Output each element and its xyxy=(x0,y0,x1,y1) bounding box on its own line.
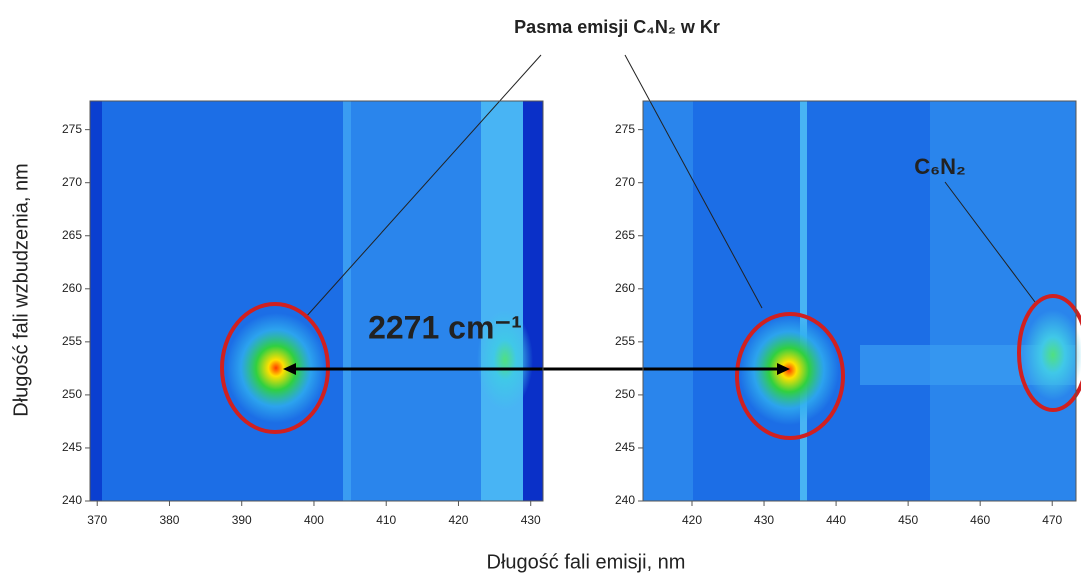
heatmap-left xyxy=(90,101,543,501)
x-tick-label: 450 xyxy=(898,513,918,527)
y-tick-label: 245 xyxy=(62,440,82,454)
x-tick-label: 430 xyxy=(754,513,774,527)
annotation-shapes xyxy=(220,54,1081,440)
x-tick-label: 460 xyxy=(970,513,990,527)
figure-title: Pasma emisji C₄N₂ w Kr xyxy=(514,17,720,37)
y-axis-label: Długość fali wzbudzenia, nm xyxy=(10,163,32,416)
y-tick-label: 250 xyxy=(615,387,635,401)
y-tick-label: 260 xyxy=(62,281,82,295)
x-tick-label: 370 xyxy=(87,513,107,527)
y-tick-label: 255 xyxy=(615,334,635,348)
plot-frame xyxy=(642,100,1077,502)
annotation-c6n2: C₆N₂ xyxy=(914,154,966,179)
x-tick-label: 420 xyxy=(682,513,702,527)
y-tick-label: 240 xyxy=(615,493,635,507)
y-tick-label: 265 xyxy=(62,228,82,242)
x-tick-label: 390 xyxy=(232,513,252,527)
x-tick-label: 380 xyxy=(159,513,179,527)
y-tick-label: 250 xyxy=(62,387,82,401)
annotation-wavenumber: 2271 cm⁻¹ xyxy=(368,309,522,345)
x-tick-label: 430 xyxy=(521,513,541,527)
x-tick-label: 420 xyxy=(448,513,468,527)
plot-frame xyxy=(89,100,544,502)
y-tick-label: 260 xyxy=(615,281,635,295)
y-tick-label: 245 xyxy=(615,440,635,454)
x-tick-label: 470 xyxy=(1042,513,1062,527)
y-tick-label: 265 xyxy=(615,228,635,242)
y-tick-label: 240 xyxy=(62,493,82,507)
heatmap-right xyxy=(643,101,1081,501)
y-tick-label: 270 xyxy=(615,175,635,189)
x-tick-label: 410 xyxy=(376,513,396,527)
x-tick-label: 440 xyxy=(826,513,846,527)
y-tick-label: 255 xyxy=(62,334,82,348)
y-tick-label: 275 xyxy=(615,122,635,136)
x-axis-label: Długość fali emisji, nm xyxy=(487,551,686,573)
y-tick-label: 270 xyxy=(62,175,82,189)
x-tick-label: 400 xyxy=(304,513,324,527)
y-tick-label: 275 xyxy=(62,122,82,136)
